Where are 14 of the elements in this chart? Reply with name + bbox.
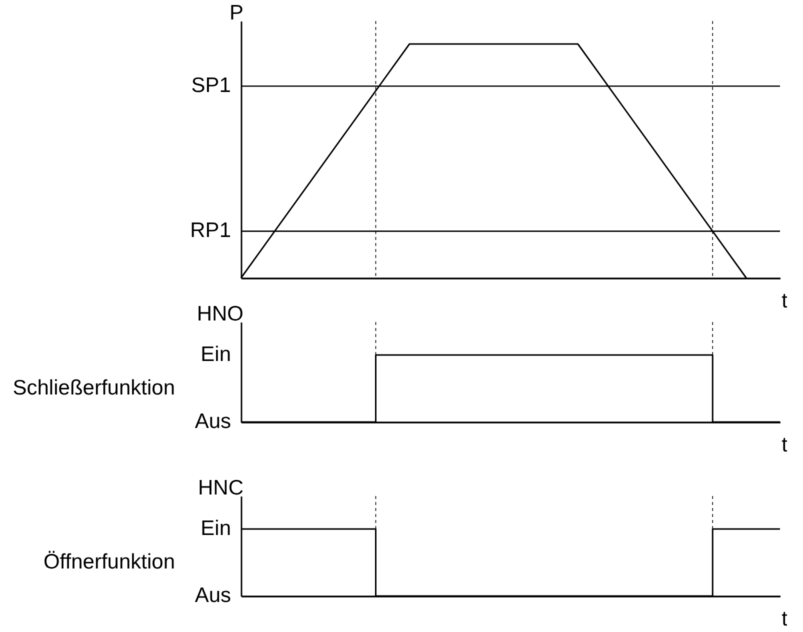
text: Öffnerfunktion [43, 550, 175, 574]
x-axis-title: t [782, 434, 788, 456]
text: Aus [194, 410, 231, 433]
text: Schließerfunktion [12, 376, 175, 400]
ref-line-label: SP1 [191, 74, 231, 98]
x-axis-title: t [782, 608, 788, 630]
text: Ein [200, 343, 231, 366]
x-axis-title: t [782, 290, 788, 312]
ref-line-label: RP1 [190, 219, 231, 242]
text: Ein [200, 517, 231, 540]
y-axis-title: HNO [196, 302, 244, 326]
y-axis-title: P [229, 2, 244, 24]
text: Aus [194, 584, 231, 607]
y-axis-title: HNC [198, 476, 244, 500]
